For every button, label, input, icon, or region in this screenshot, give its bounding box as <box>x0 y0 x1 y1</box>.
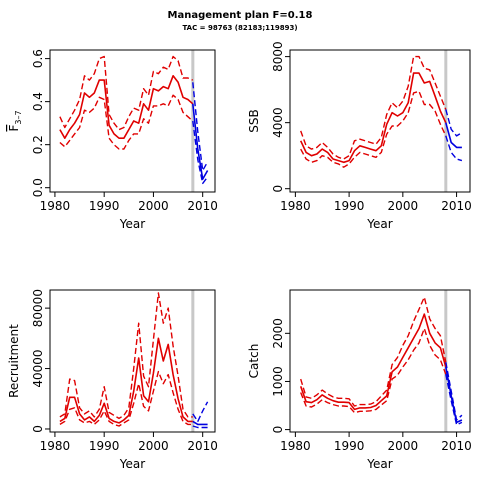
y-tick-label: 2000 <box>271 318 285 349</box>
x-tick-label: 2010 <box>441 439 472 453</box>
x-tick-label: 1990 <box>89 199 120 213</box>
y-axis-label: F3–7 <box>7 110 23 131</box>
chart-panel-3: 1980 1990 2000 2010 Year 0 40000 80000 Recruitme… <box>7 289 218 471</box>
y-tick-label: 80000 <box>31 289 45 327</box>
y-tick-label: 0.0 <box>31 178 45 197</box>
chart-panel-2: 1980 1990 2000 2010 Year 0 4000 8000 SSB <box>247 41 472 231</box>
y-tick-label: 0.4 <box>31 92 45 111</box>
plot-frame <box>289 49 471 193</box>
y-axis-label: Recruitment <box>7 324 21 398</box>
y-tick-label: 0 <box>271 185 285 193</box>
y-tick-label: 4000 <box>271 107 285 138</box>
plot-frame <box>49 49 216 193</box>
forecast-dashed-series-line <box>445 374 463 426</box>
x-tick-label: 1980 <box>40 439 71 453</box>
forecast-solid-series-line <box>192 103 209 180</box>
x-tick-label: 2000 <box>138 199 169 213</box>
historic-dashed-series-line <box>59 94 194 150</box>
plot-frame <box>49 289 216 433</box>
historic-dashed-series-line <box>300 90 447 168</box>
x-tick-label: 2010 <box>187 439 218 453</box>
forecast-dashed-series-line <box>192 82 209 172</box>
x-tick-label: 2010 <box>441 199 472 213</box>
y-tick-label: 1000 <box>271 366 285 397</box>
y-tick-label: 0 <box>271 426 285 434</box>
x-tick-label: 1980 <box>40 199 71 213</box>
y-tick-label: 0 <box>31 425 45 433</box>
y-tick-label: 40000 <box>31 349 45 387</box>
historic-solid-series-line <box>59 337 193 424</box>
historic-solid-series-line <box>299 72 447 164</box>
x-axis-label: Year <box>366 457 392 471</box>
historic-dashed-series-line <box>300 55 447 160</box>
chart-panel-1: 1980 1990 2000 2010 Year 0.0 0.2 0.4 0.6 F3–7 <box>7 49 218 231</box>
y-tick-label: 8000 <box>271 41 285 72</box>
historic-dashed-series-line <box>300 327 447 414</box>
x-axis-label: Year <box>366 217 392 231</box>
x-tick-label: 1990 <box>89 439 120 453</box>
y-axis-label: SSB <box>247 109 261 132</box>
x-axis-label: Year <box>119 457 145 471</box>
historic-dashed-series-line <box>300 296 447 407</box>
historic-dashed-series-line <box>59 370 193 427</box>
historic-dashed-series-line <box>59 55 194 131</box>
y-axis-label: Catch <box>247 344 261 379</box>
x-tick-label: 1990 <box>334 439 365 453</box>
x-tick-label: 1990 <box>334 199 365 213</box>
forecast-solid-series-line <box>445 122 462 149</box>
plot-frame <box>289 289 471 433</box>
page-subtitle: TAC = 98763 (82183;119893) <box>182 24 298 32</box>
forecast-dashed-series-line <box>445 135 463 162</box>
page-title: Management plan F=0.18 <box>167 10 313 21</box>
x-tick-label: 2000 <box>388 199 419 213</box>
forecast-dashed-series-line <box>192 425 208 429</box>
forecast-dashed-series-line <box>445 362 463 421</box>
historic-dashed-series-line <box>59 292 193 420</box>
x-tick-label: 1980 <box>280 199 311 213</box>
historic-solid-series-line <box>59 75 194 139</box>
historic-solid-series-line <box>299 313 447 411</box>
x-tick-label: 1980 <box>280 439 311 453</box>
forecast-solid-series-line <box>192 420 208 426</box>
forecast-dashed-series-line <box>192 401 209 423</box>
x-tick-label: 2000 <box>388 439 419 453</box>
y-tick-label: 0.6 <box>31 49 45 68</box>
y-tick-label: 0.2 <box>31 135 45 154</box>
x-tick-label: 2010 <box>187 199 218 213</box>
chart-panel-4: 1980 1990 2000 2010 Year 0 1000 2000 Catch <box>247 289 472 471</box>
x-tick-label: 2000 <box>138 439 169 453</box>
forecast-dashed-series-line <box>445 109 463 137</box>
x-axis-label: Year <box>119 217 145 231</box>
forecast-dashed-series-line <box>192 120 209 185</box>
